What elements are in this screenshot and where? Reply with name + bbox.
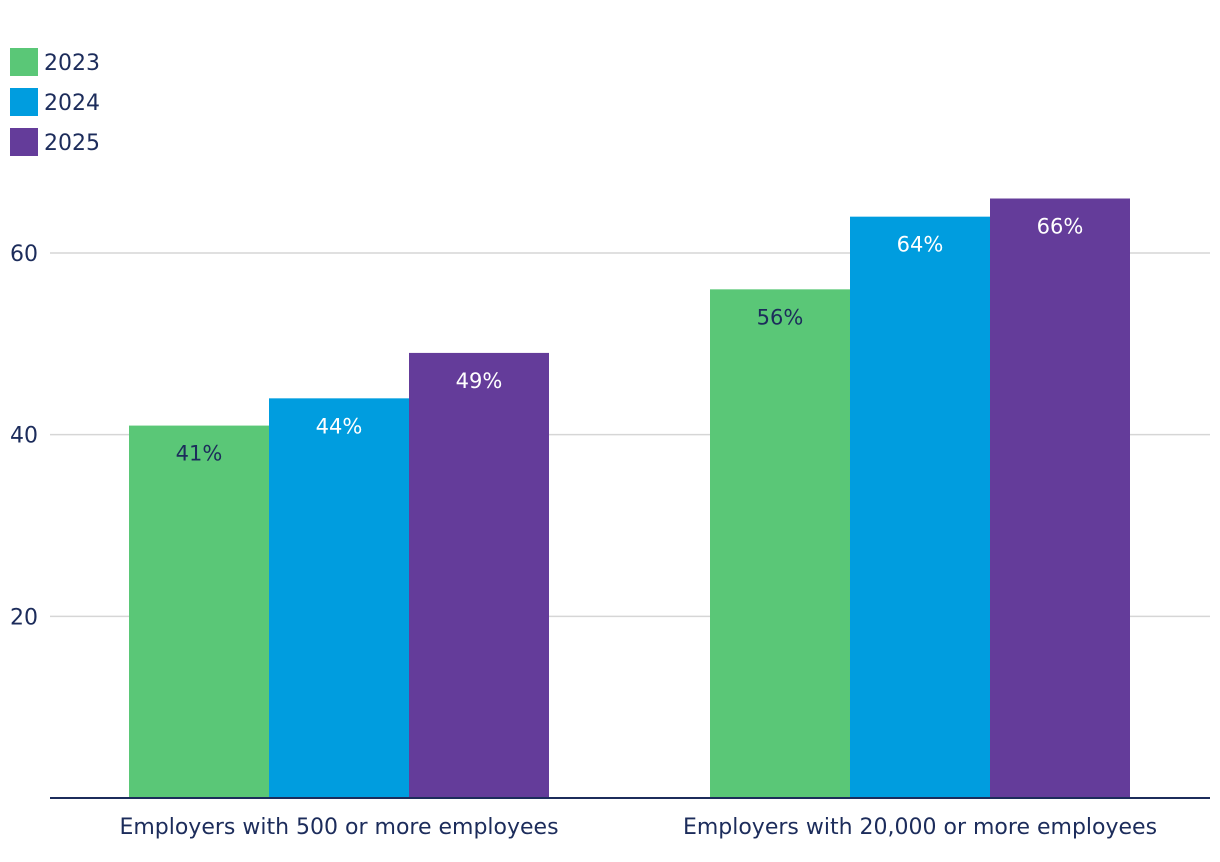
y-axis-ticks: 20 40 60 bbox=[10, 242, 38, 630]
data-label-2023-group-1: 41% bbox=[176, 442, 223, 466]
bar-series bbox=[129, 198, 1130, 798]
legend-label-2023: 2023 bbox=[44, 51, 100, 76]
x-axis-categories: Employers with 500 or more employees Empl… bbox=[119, 815, 1157, 840]
legend-label-2025: 2025 bbox=[44, 131, 100, 156]
bar-2023-group-1 bbox=[129, 425, 269, 798]
data-label-2025-group-1: 49% bbox=[456, 369, 503, 393]
x-category-label-2: Employers with 20,000 or more employees bbox=[683, 815, 1157, 840]
y-tick-label-60: 60 bbox=[10, 242, 38, 267]
bar-2024-group-2 bbox=[850, 216, 990, 798]
x-category-label-1: Employers with 500 or more employees bbox=[119, 815, 558, 840]
bar-2025-group-2 bbox=[990, 198, 1130, 798]
data-label-2023-group-2: 56% bbox=[757, 305, 804, 329]
data-label-2024-group-2: 64% bbox=[897, 233, 944, 257]
legend-label-2024: 2024 bbox=[44, 91, 100, 116]
data-label-2024-group-1: 44% bbox=[316, 414, 363, 438]
y-tick-label-20: 20 bbox=[10, 605, 38, 630]
legend-swatch-2025 bbox=[10, 128, 38, 156]
legend-swatch-2024 bbox=[10, 88, 38, 116]
data-label-2025-group-2: 66% bbox=[1037, 215, 1084, 239]
chart-legend: 2023 2024 2025 bbox=[10, 48, 100, 156]
y-tick-label-40: 40 bbox=[10, 424, 38, 449]
legend-swatch-2023 bbox=[10, 48, 38, 76]
bar-2024-group-1 bbox=[269, 398, 409, 798]
bar-2025-group-1 bbox=[409, 352, 549, 798]
bar-2023-group-2 bbox=[710, 289, 850, 798]
data-labels: 41% 44% 49% 56% 64% 66% bbox=[176, 215, 1084, 466]
